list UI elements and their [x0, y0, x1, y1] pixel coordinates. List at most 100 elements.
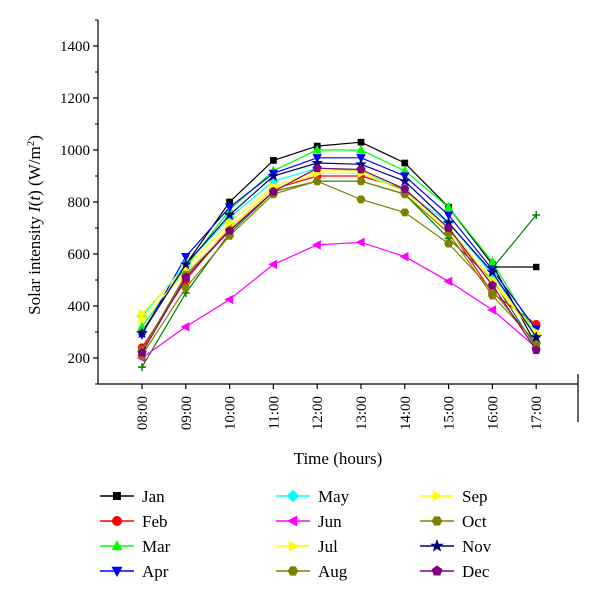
data-point-nov	[136, 327, 148, 339]
data-point-jun	[487, 305, 497, 315]
data-point-oct	[312, 177, 322, 186]
legend-marker	[287, 566, 299, 576]
data-point-jun	[443, 276, 453, 286]
series-mar	[137, 144, 541, 339]
y-axis-label: Solar intensity I(t) (W/m2)	[25, 135, 44, 315]
legend-item-may: May	[276, 487, 350, 506]
data-point-apr	[443, 211, 454, 221]
x-tick-label: 08:00	[135, 396, 151, 430]
data-point-jan	[270, 157, 277, 164]
legend-label: Oct	[462, 512, 487, 531]
legend-label: Sep	[462, 487, 488, 506]
legend-marker	[111, 539, 123, 551]
y-tick-label: 1200	[60, 91, 90, 107]
data-point-mar	[443, 201, 454, 211]
data-point-jun	[224, 294, 234, 305]
data-point-nov	[179, 258, 192, 270]
data-point-jun	[355, 237, 365, 247]
series-dec	[137, 163, 541, 357]
data-point-dec	[268, 186, 278, 196]
series-line-nov	[141, 162, 537, 338]
legend-item-dec: Dec	[420, 562, 490, 581]
y-tick-label: 1400	[60, 39, 90, 55]
legend-marker	[286, 515, 298, 527]
data-point-jun	[268, 259, 278, 270]
legend-label: Jul	[318, 537, 338, 556]
data-point-aug	[400, 208, 410, 217]
legend-marker	[113, 492, 121, 500]
legend-item-mar: Mar	[100, 537, 171, 556]
legend-marker	[288, 540, 300, 552]
series-line-aug	[141, 180, 537, 356]
data-point-aug	[181, 283, 191, 292]
legend-item-sep: Sep	[420, 487, 488, 506]
y-tick-label: 1000	[60, 143, 90, 159]
legend-item-nov: Nov	[420, 537, 492, 556]
callout-marker	[533, 263, 540, 271]
data-point-aug	[444, 239, 454, 248]
legend-marker	[112, 516, 122, 526]
series-line-jun	[141, 241, 537, 359]
series-line-sep	[141, 172, 537, 335]
series-line-apr	[141, 157, 537, 335]
series-line-may	[141, 167, 537, 335]
data-point-jan	[226, 198, 233, 206]
y-tick-label: 600	[68, 247, 91, 263]
series-line-oct	[141, 180, 537, 351]
data-point-nov	[398, 175, 411, 187]
x-tick-label: 17:00	[529, 396, 545, 430]
y-tick-label: 200	[68, 351, 91, 367]
data-point-oct	[356, 177, 366, 186]
legend-label: Dec	[462, 562, 490, 581]
legend-label: Nov	[462, 537, 492, 556]
data-point-dec	[400, 184, 410, 193]
callout-line	[491, 214, 537, 269]
legend-item-apr: Apr	[100, 562, 169, 581]
x-tick-label: 14:00	[398, 396, 414, 430]
chart-axes: 200 400 600 800 1000 1200 1400 08:00 09:00 10:00 1…	[60, 19, 579, 430]
data-point-jan	[401, 159, 409, 167]
data-point-nov	[223, 208, 236, 220]
data-point-nov	[267, 169, 280, 181]
y-tick-label: 400	[68, 299, 91, 315]
x-tick-label: 16:00	[485, 396, 501, 430]
data-point-nov	[530, 331, 543, 343]
legend-marker	[430, 538, 444, 552]
data-point-dec	[356, 164, 366, 174]
series-line-dec	[141, 167, 537, 354]
x-tick-label: 10:00	[223, 396, 239, 430]
series-line-jul	[141, 170, 537, 333]
data-point-jun	[399, 251, 409, 262]
legend-label: Feb	[142, 512, 168, 531]
legend-marker	[431, 565, 443, 576]
data-point-mar	[487, 256, 498, 266]
data-point-nov	[486, 266, 499, 278]
data-point-aug	[356, 195, 366, 204]
x-tick-label: 09:00	[179, 396, 195, 430]
callout-marker	[532, 211, 541, 219]
series-layer	[136, 138, 543, 372]
x-tick-label: 15:00	[442, 396, 458, 430]
x-tick-label: 11:00	[266, 396, 282, 430]
data-point-dec	[444, 223, 454, 232]
legend-label: Jun	[318, 512, 342, 531]
series-line-jan	[141, 141, 537, 346]
data-point-dec	[225, 225, 235, 235]
legend-label: Apr	[142, 562, 169, 581]
data-point-dec	[312, 163, 322, 173]
data-point-mar	[356, 144, 366, 154]
series-jul	[138, 166, 542, 337]
annotation-layer	[491, 211, 541, 271]
data-point-jan	[357, 138, 365, 146]
x-tick-label: 13:00	[354, 396, 370, 430]
legend-marker	[111, 566, 123, 578]
data-point-dec	[487, 280, 497, 290]
legend-label: Aug	[318, 562, 348, 581]
data-point-oct	[487, 291, 497, 300]
data-point-dec	[531, 345, 541, 355]
legend-marker	[431, 516, 443, 526]
legend: Jan Feb Mar Apr May Jun Jul Aug Sep Oct Nov Dec	[100, 487, 492, 581]
series-line-mar	[141, 149, 537, 335]
data-point-jun	[311, 240, 321, 250]
